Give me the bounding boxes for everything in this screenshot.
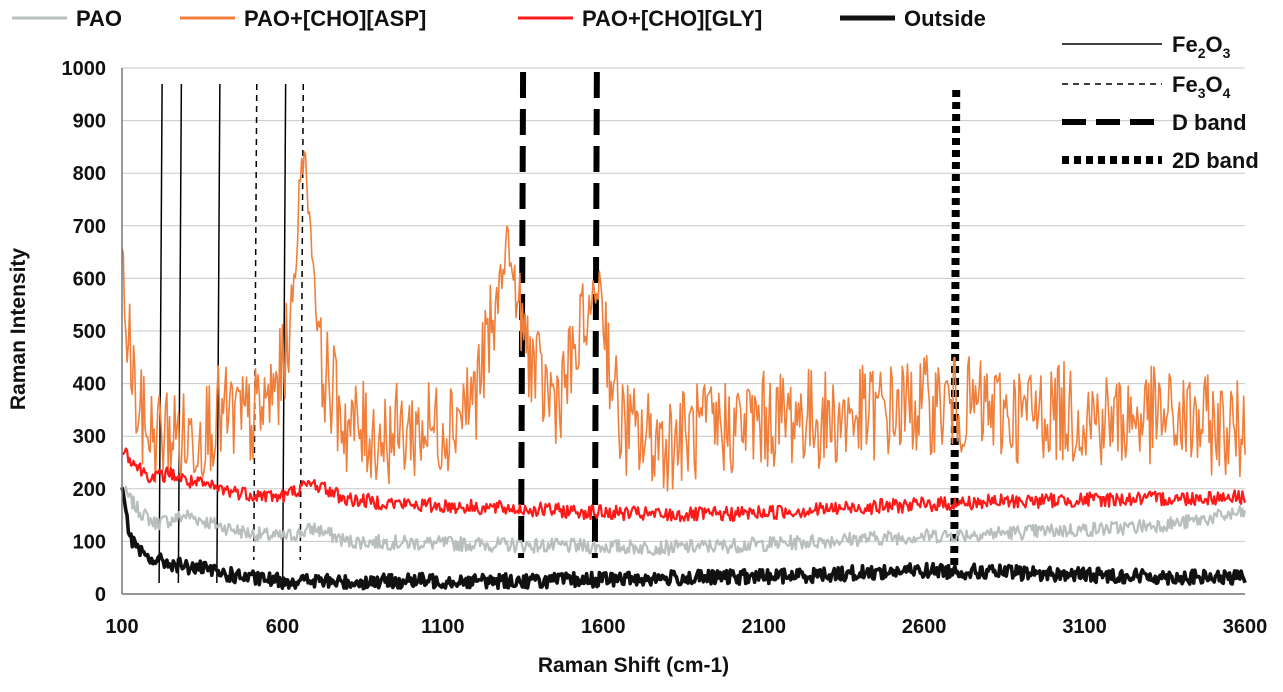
reference-line-2-1 <box>591 71 600 559</box>
y-tick-label: 400 <box>73 374 106 396</box>
legend-ref-label-2: D band <box>1172 110 1247 135</box>
y-tick-label: 200 <box>73 479 106 501</box>
legend-ref-label-1: Fe3O4 <box>1172 72 1231 101</box>
legend-ref-label-0: Fe2O3 <box>1172 32 1231 61</box>
x-tick-label: 3100 <box>1062 616 1107 638</box>
legend-ref-label-3: 2D band <box>1172 148 1259 173</box>
x-tick-label: 600 <box>266 616 299 638</box>
series-line-0 <box>120 485 1247 557</box>
series-line-2 <box>121 447 1247 523</box>
reference-line-3-0 <box>950 89 961 575</box>
y-tick-label: 100 <box>73 531 106 553</box>
legend-label-2: PAO+[CHO][GLY] <box>582 6 762 31</box>
x-tick-label: 2600 <box>902 616 947 638</box>
x-tick-label: 1100 <box>421 616 464 638</box>
y-tick-label: 500 <box>73 321 106 343</box>
legends: PAO PAO+[CHO][ASP] PAO+[CHO][GLY] Outside Fe… <box>12 6 1259 173</box>
x-tick-label: 2100 <box>741 616 786 638</box>
y-tick-label: 1000 <box>62 58 107 80</box>
gridlines <box>122 67 1245 595</box>
series-line-3 <box>120 487 1247 591</box>
y-tick-label: 0 <box>95 584 106 606</box>
reference-line-1-0 <box>253 83 258 561</box>
reference-line-0-2 <box>216 83 221 584</box>
y-tick-label: 300 <box>73 426 106 448</box>
reference-line-0-0 <box>158 83 163 584</box>
reference-line-0-1 <box>177 83 183 584</box>
y-tick-label: 800 <box>73 163 106 185</box>
x-tick-label: 100 <box>105 616 138 638</box>
x-tick-label: 3600 <box>1223 616 1268 638</box>
y-axis-title: Raman Intensity <box>7 248 30 411</box>
legend-label-3: Outside <box>904 6 986 31</box>
series-line-1 <box>121 150 1246 492</box>
x-axis-title: Raman Shift (cm-1) <box>538 654 729 677</box>
x-tick-label: 1600 <box>581 616 626 638</box>
legend-label-1: PAO+[CHO][ASP] <box>244 6 426 31</box>
y-tick-label: 900 <box>73 111 106 133</box>
series-lines <box>120 150 1247 591</box>
legend-label-0: PAO <box>76 6 122 31</box>
y-tick-label: 700 <box>73 216 106 238</box>
y-tick-label: 600 <box>73 268 106 290</box>
axes: 0 100 200 300 400 500 600 700 800 900 1000 100 600 11… <box>7 58 1267 677</box>
